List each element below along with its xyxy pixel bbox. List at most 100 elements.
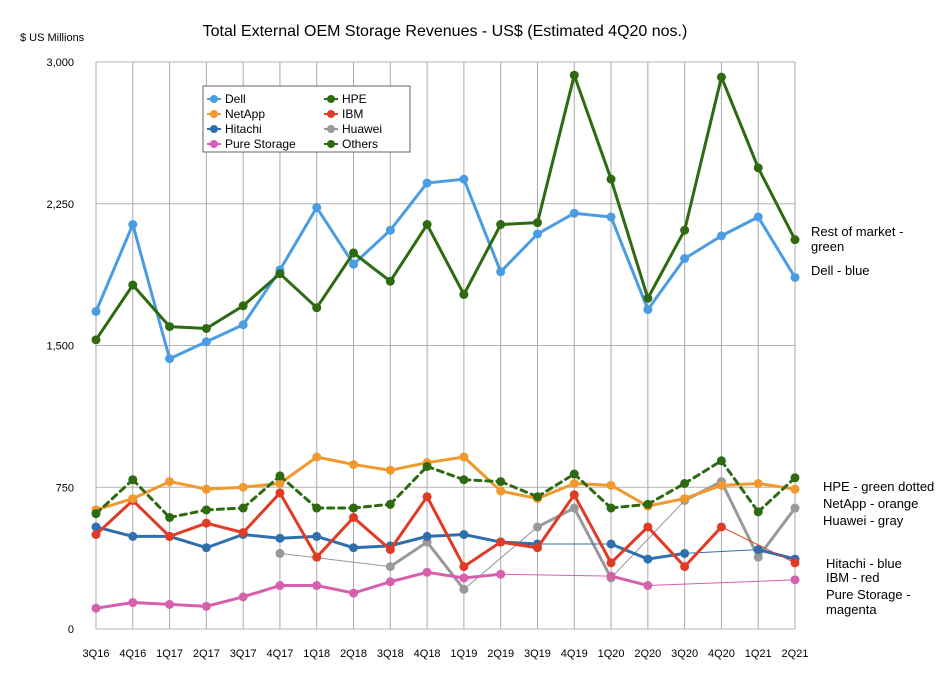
series-segment xyxy=(94,283,135,342)
data-point xyxy=(385,225,395,235)
data-point xyxy=(716,72,726,82)
data-point xyxy=(238,592,248,602)
x-tick-label: 1Q17 xyxy=(156,648,183,660)
series-segment xyxy=(425,455,466,465)
series-segment xyxy=(204,595,245,608)
data-point xyxy=(349,460,359,470)
data-point xyxy=(569,70,579,80)
legend-box xyxy=(202,85,411,153)
series-segment xyxy=(168,521,208,538)
series-segment xyxy=(204,521,245,535)
series-segment xyxy=(168,602,208,608)
series-annotation: magenta xyxy=(826,602,877,617)
data-point xyxy=(128,598,138,608)
data-point xyxy=(165,354,175,364)
series-segment xyxy=(94,223,135,313)
series-segment xyxy=(609,483,650,508)
data-point xyxy=(275,533,285,543)
series-segment xyxy=(462,455,503,493)
data-point xyxy=(569,490,579,500)
series-segment xyxy=(646,525,687,569)
data-point xyxy=(385,276,395,286)
data-point xyxy=(569,503,579,513)
series-segment xyxy=(463,526,538,590)
series-segment xyxy=(535,493,576,550)
series-segment xyxy=(609,542,650,561)
y-tick-label: 2,250 xyxy=(46,199,74,211)
data-point xyxy=(643,293,653,303)
series-segment xyxy=(204,506,245,512)
data-point xyxy=(275,269,285,279)
series-others xyxy=(91,70,800,345)
series-segment xyxy=(94,601,135,610)
series-segment xyxy=(609,574,650,588)
data-point xyxy=(312,452,322,462)
data-point xyxy=(496,267,506,277)
legend-item: HPE xyxy=(324,92,367,106)
data-point xyxy=(275,581,285,591)
data-point xyxy=(128,494,138,504)
series-segment xyxy=(278,455,319,485)
data-point xyxy=(165,512,175,522)
data-point xyxy=(643,522,653,532)
series-annotation: NetApp - orange xyxy=(823,496,918,511)
data-point xyxy=(753,545,763,555)
series-annotation: Rest of market - xyxy=(811,224,903,239)
data-point xyxy=(165,477,175,487)
data-point xyxy=(569,469,579,479)
series-segment xyxy=(352,463,392,472)
data-point xyxy=(91,509,101,519)
data-point xyxy=(459,562,469,572)
series-segment xyxy=(425,570,466,580)
data-point xyxy=(201,323,211,333)
legend-label: IBM xyxy=(342,107,363,121)
series-segment xyxy=(352,228,392,266)
series-segment xyxy=(241,474,282,510)
series-segment xyxy=(315,251,356,310)
data-point xyxy=(532,522,542,532)
x-tick-label: 3Q20 xyxy=(671,648,698,660)
series-segment xyxy=(719,75,760,170)
series-segment xyxy=(719,480,760,559)
legend-item: NetApp xyxy=(207,107,265,121)
series-segment xyxy=(388,181,429,232)
data-point xyxy=(680,254,690,264)
series-segment xyxy=(609,502,650,510)
series-segment xyxy=(168,325,208,330)
series-segment xyxy=(462,533,503,544)
data-point xyxy=(716,456,726,466)
data-point xyxy=(680,548,690,558)
series-segment xyxy=(425,533,466,538)
data-point xyxy=(606,480,616,490)
series-segment xyxy=(683,75,723,232)
series-segment xyxy=(535,211,576,236)
series-segment xyxy=(388,495,429,552)
series-segment xyxy=(535,472,576,499)
series-segment xyxy=(683,234,723,261)
series-segment xyxy=(352,502,392,510)
series-segment xyxy=(315,584,356,595)
data-point xyxy=(238,528,248,538)
data-point xyxy=(496,569,506,579)
data-point xyxy=(238,320,248,330)
data-point xyxy=(422,531,432,541)
series-segment xyxy=(204,304,245,330)
series-segment xyxy=(756,215,797,279)
series-segment xyxy=(168,508,208,519)
data-point xyxy=(201,543,211,553)
series-segment xyxy=(756,506,797,559)
series-segment xyxy=(131,223,172,361)
series-segment xyxy=(756,166,797,242)
series-segment xyxy=(388,464,429,506)
series-segment xyxy=(241,584,282,599)
data-point xyxy=(312,552,322,562)
series-segment xyxy=(315,515,356,559)
data-point xyxy=(753,212,763,222)
x-tick-label: 1Q18 xyxy=(303,648,330,660)
data-point xyxy=(643,305,653,315)
series-segment xyxy=(683,483,723,501)
x-tick-label: 1Q20 xyxy=(598,648,625,660)
data-point xyxy=(496,486,506,496)
series-segment xyxy=(646,497,687,508)
series-segment xyxy=(462,478,503,484)
